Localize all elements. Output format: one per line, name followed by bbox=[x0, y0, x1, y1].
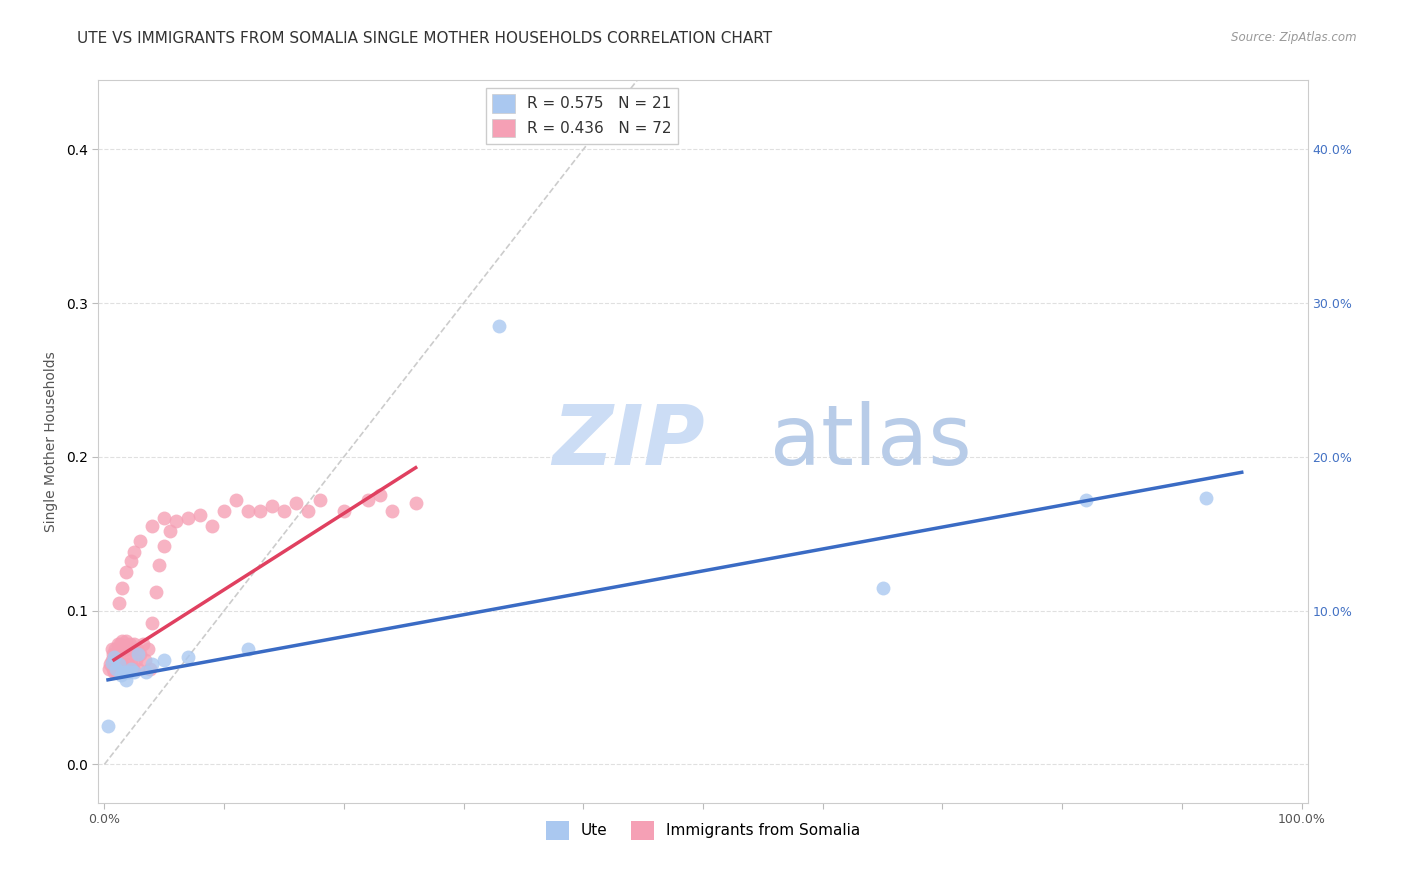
Point bbox=[110, 665, 132, 680]
Point bbox=[111, 634, 134, 648]
Point bbox=[225, 492, 247, 507]
Point bbox=[381, 504, 404, 518]
Point bbox=[121, 642, 143, 657]
Point bbox=[107, 657, 129, 672]
Point bbox=[100, 653, 122, 667]
Point bbox=[115, 565, 138, 579]
Point bbox=[107, 647, 129, 661]
Point bbox=[141, 657, 163, 672]
Point bbox=[297, 504, 319, 518]
Point bbox=[115, 642, 138, 657]
Point bbox=[112, 642, 135, 657]
Point bbox=[111, 581, 134, 595]
Point bbox=[260, 499, 283, 513]
Y-axis label: Single Mother Households: Single Mother Households bbox=[44, 351, 58, 532]
Point bbox=[212, 504, 235, 518]
Point bbox=[153, 653, 176, 667]
Point bbox=[249, 504, 271, 518]
Text: atlas: atlas bbox=[769, 401, 972, 482]
Point bbox=[107, 637, 129, 651]
Point bbox=[100, 642, 122, 657]
Point bbox=[129, 647, 152, 661]
Point bbox=[98, 662, 121, 676]
Point bbox=[124, 637, 146, 651]
Point bbox=[488, 319, 510, 334]
Point bbox=[136, 642, 159, 657]
Point bbox=[105, 649, 128, 664]
Point bbox=[165, 515, 187, 529]
Point bbox=[104, 642, 127, 657]
Point bbox=[139, 662, 162, 676]
Point bbox=[120, 653, 142, 667]
Point bbox=[135, 665, 157, 680]
Point bbox=[114, 647, 136, 661]
Point bbox=[100, 657, 122, 672]
Point bbox=[141, 615, 163, 630]
Point bbox=[132, 637, 155, 651]
Point bbox=[134, 653, 156, 667]
Point bbox=[122, 662, 145, 676]
Point bbox=[125, 642, 148, 657]
Point bbox=[112, 665, 135, 680]
Point bbox=[141, 519, 163, 533]
Point bbox=[177, 511, 200, 525]
Point bbox=[108, 657, 131, 672]
Point bbox=[145, 585, 167, 599]
Point bbox=[177, 649, 200, 664]
Point bbox=[153, 511, 176, 525]
Point bbox=[405, 496, 427, 510]
Point bbox=[148, 558, 170, 572]
Point bbox=[105, 665, 128, 680]
Point bbox=[124, 653, 146, 667]
Point bbox=[124, 545, 146, 559]
Point bbox=[110, 668, 132, 682]
Point bbox=[124, 665, 146, 680]
Point bbox=[1195, 491, 1218, 506]
Point bbox=[105, 662, 128, 676]
Point bbox=[101, 647, 124, 661]
Text: UTE VS IMMIGRANTS FROM SOMALIA SINGLE MOTHER HOUSEHOLDS CORRELATION CHART: UTE VS IMMIGRANTS FROM SOMALIA SINGLE MO… bbox=[77, 31, 772, 46]
Point bbox=[188, 508, 211, 523]
Point bbox=[107, 662, 129, 676]
Point bbox=[127, 662, 149, 676]
Point bbox=[118, 637, 141, 651]
Point bbox=[872, 581, 894, 595]
Point bbox=[120, 662, 142, 676]
Point bbox=[127, 647, 149, 661]
Point bbox=[115, 634, 138, 648]
Point bbox=[1074, 492, 1097, 507]
Legend: Ute, Immigrants from Somalia: Ute, Immigrants from Somalia bbox=[540, 815, 866, 846]
Point bbox=[107, 657, 129, 672]
Point bbox=[309, 492, 332, 507]
Point bbox=[100, 656, 122, 670]
Point bbox=[97, 719, 120, 733]
Text: ZIP: ZIP bbox=[551, 401, 704, 482]
Point bbox=[108, 637, 131, 651]
Point bbox=[115, 673, 138, 687]
Point bbox=[284, 496, 307, 510]
Point bbox=[103, 665, 125, 680]
Point bbox=[273, 504, 295, 518]
Point bbox=[110, 642, 132, 657]
Point bbox=[117, 657, 139, 672]
Point bbox=[368, 488, 391, 502]
Point bbox=[111, 657, 134, 672]
Point bbox=[104, 657, 127, 672]
Point bbox=[333, 504, 356, 518]
Point bbox=[103, 653, 125, 667]
Point bbox=[107, 596, 129, 610]
Point bbox=[153, 539, 176, 553]
Point bbox=[201, 519, 224, 533]
Point bbox=[236, 504, 259, 518]
Point bbox=[357, 492, 380, 507]
Point bbox=[101, 662, 124, 676]
Point bbox=[103, 649, 125, 664]
Point bbox=[129, 534, 152, 549]
Point bbox=[159, 524, 181, 538]
Text: Source: ZipAtlas.com: Source: ZipAtlas.com bbox=[1232, 31, 1357, 45]
Point bbox=[120, 554, 142, 568]
Point bbox=[112, 665, 135, 680]
Point bbox=[117, 665, 139, 680]
Point bbox=[236, 642, 259, 657]
